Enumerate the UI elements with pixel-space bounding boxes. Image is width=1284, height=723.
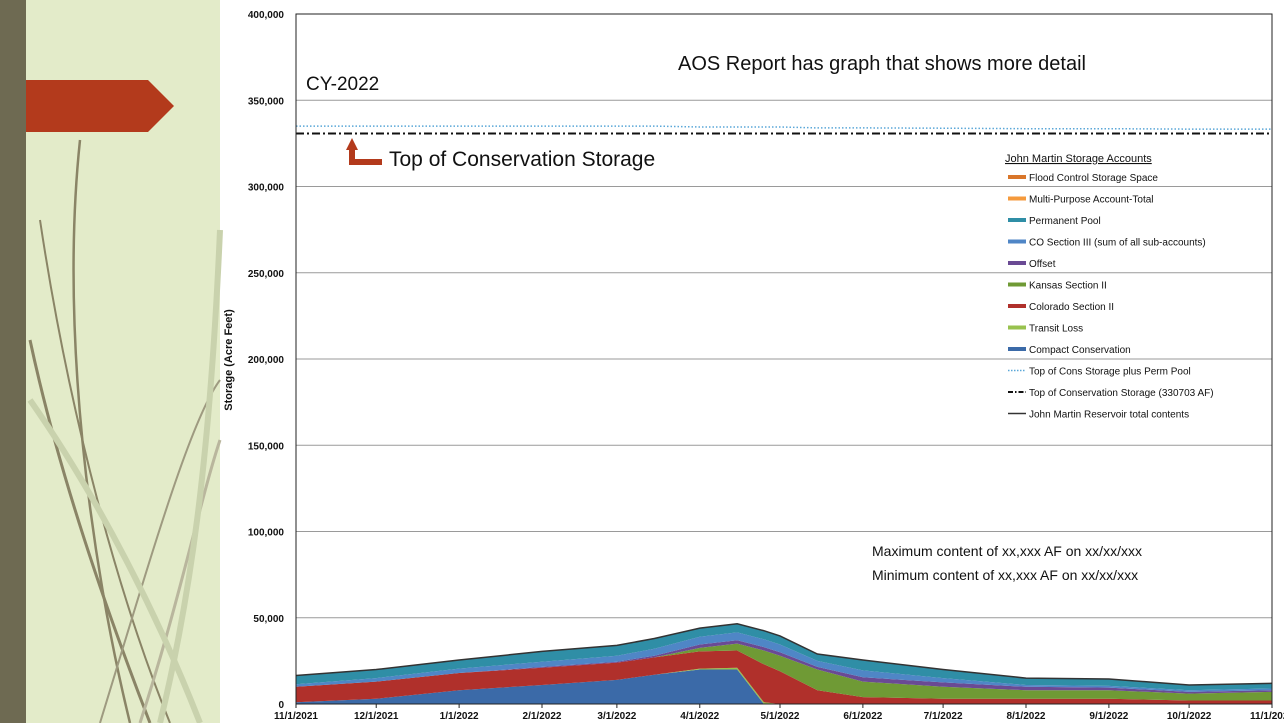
line-top-of-cons-storage-plus-perm-pool bbox=[296, 125, 1272, 130]
legend-swatch bbox=[1008, 175, 1026, 179]
legend-item-top-of-conservation-storage-330703-af: Top of Conservation Storage (330703 AF) bbox=[1008, 388, 1214, 399]
legend-label: Top of Cons Storage plus Perm Pool bbox=[1029, 367, 1191, 378]
y-tick-label: 100,000 bbox=[248, 528, 285, 539]
min-content-note: Minimum content of xx,xxx AF on xx/xx/xx… bbox=[872, 567, 1138, 583]
legend-swatch bbox=[1008, 196, 1026, 201]
area-kansas-section-ii bbox=[296, 643, 1272, 701]
legend-label: CO Section III (sum of all sub-accounts) bbox=[1029, 238, 1206, 249]
y-tick-label: 300,000 bbox=[248, 183, 285, 194]
plot-frame bbox=[295, 13, 1273, 705]
area-colorado-section-ii bbox=[296, 650, 1272, 704]
decorative-swooshes-light bbox=[27, 229, 223, 723]
legend-swatch bbox=[1008, 282, 1026, 287]
x-tick-label: 10/1/2022 bbox=[1167, 711, 1212, 722]
y-tick-label: 200,000 bbox=[248, 355, 285, 366]
legend-swatch bbox=[1008, 261, 1026, 265]
y-tick-labels: 0 50,000 100,000 150,000 200,000 250,000 300,0… bbox=[248, 10, 285, 711]
y-tick-label: 350,000 bbox=[248, 96, 285, 107]
x-tick-label: 2/1/2022 bbox=[523, 711, 562, 722]
area-compact-conservation bbox=[296, 669, 1272, 704]
legend-label: Multi-Purpose Account-Total bbox=[1029, 195, 1154, 206]
legend-label: Compact Conservation bbox=[1029, 345, 1131, 356]
x-tick-labels: 11/1/2021 12/1/2021 1/1/2022 2/1/2022 3/1/20… bbox=[274, 711, 1284, 722]
x-tick-label: 6/1/2022 bbox=[843, 711, 882, 722]
y-axis-label: Storage (Acre Feet) bbox=[223, 309, 235, 411]
decorative-side-stripe bbox=[0, 0, 26, 723]
y-tick-label: 150,000 bbox=[248, 441, 285, 452]
legend-item-transit-loss: Transit Loss bbox=[1008, 324, 1083, 335]
legend-label: Transit Loss bbox=[1029, 324, 1083, 335]
legend-swatch bbox=[1008, 325, 1026, 330]
chart-title: CY-2022 bbox=[306, 74, 379, 95]
x-tick-label: 9/1/2022 bbox=[1089, 711, 1128, 722]
callout-arrow-icon bbox=[346, 138, 382, 165]
legend-swatch bbox=[1008, 239, 1026, 244]
x-tick-label: 3/1/2022 bbox=[597, 711, 636, 722]
x-tick-label: 11/1/2021 bbox=[274, 711, 318, 722]
legend-item-multi-purpose-account-total: Multi-Purpose Account-Total bbox=[1008, 195, 1154, 206]
y-tick-label: 50,000 bbox=[253, 614, 284, 625]
legend-item-compact-conservation: Compact Conservation bbox=[1008, 345, 1131, 356]
axis-layer bbox=[295, 13, 1273, 708]
legend-item-offset: Offset bbox=[1008, 259, 1056, 270]
line-john-martin-reservoir-total-contents bbox=[295, 623, 1273, 686]
legend: John Martin Storage Accounts Flood Contr… bbox=[1005, 153, 1214, 421]
max-content-note: Maximum content of xx,xxx AF on xx/xx/xx… bbox=[872, 543, 1142, 559]
legend-label: Colorado Section II bbox=[1029, 302, 1114, 313]
legend-swatch bbox=[1008, 304, 1026, 308]
x-tick-label: 4/1/2022 bbox=[680, 711, 719, 722]
legend-label: Permanent Pool bbox=[1029, 216, 1101, 227]
line-layer bbox=[295, 125, 1273, 686]
y-tick-label: 0 bbox=[278, 700, 284, 711]
legend-item-kansas-section-ii: Kansas Section II bbox=[1008, 281, 1107, 292]
legend-label: Flood Control Storage Space bbox=[1029, 173, 1158, 184]
legend-item-permanent-pool: Permanent Pool bbox=[1008, 216, 1101, 227]
y-tick-label: 400,000 bbox=[248, 10, 285, 21]
legend-title: John Martin Storage Accounts bbox=[1005, 153, 1152, 165]
legend-item-john-martin-reservoir-total-contents: John Martin Reservoir total contents bbox=[1008, 410, 1189, 421]
legend-label: Top of Conservation Storage (330703 AF) bbox=[1029, 388, 1214, 399]
callout-text: Top of Conservation Storage bbox=[389, 148, 655, 171]
x-tick-label: 5/1/2022 bbox=[761, 711, 800, 722]
legend-item-flood-control-storage-space: Flood Control Storage Space bbox=[1008, 173, 1158, 184]
x-tick-label: 12/1/2021 bbox=[354, 711, 399, 722]
legend-swatch bbox=[1008, 218, 1026, 222]
x-tick-label: 11/1/2022 bbox=[1250, 711, 1284, 722]
aos-note: AOS Report has graph that shows more det… bbox=[678, 53, 1086, 75]
legend-item-co-section-iii-sum-of-all-sub-accounts: CO Section III (sum of all sub-accounts) bbox=[1008, 238, 1206, 249]
x-tick-label: 8/1/2022 bbox=[1007, 711, 1046, 722]
legend-swatch bbox=[1008, 347, 1026, 351]
y-tick-label: 250,000 bbox=[248, 269, 285, 280]
legend-label: John Martin Reservoir total contents bbox=[1029, 410, 1189, 421]
decorative-swooshes bbox=[28, 139, 222, 723]
x-tick-label: 7/1/2022 bbox=[924, 711, 963, 722]
legend-label: Offset bbox=[1029, 259, 1056, 270]
grid-layer bbox=[296, 13, 1272, 705]
legend-item-top-of-cons-storage-plus-perm-pool: Top of Cons Storage plus Perm Pool bbox=[1008, 367, 1191, 378]
arrow-tab-icon bbox=[26, 80, 174, 132]
legend-item-colorado-section-ii: Colorado Section II bbox=[1008, 302, 1114, 313]
x-tick-label: 1/1/2022 bbox=[440, 711, 479, 722]
legend-label: Kansas Section II bbox=[1029, 281, 1107, 292]
